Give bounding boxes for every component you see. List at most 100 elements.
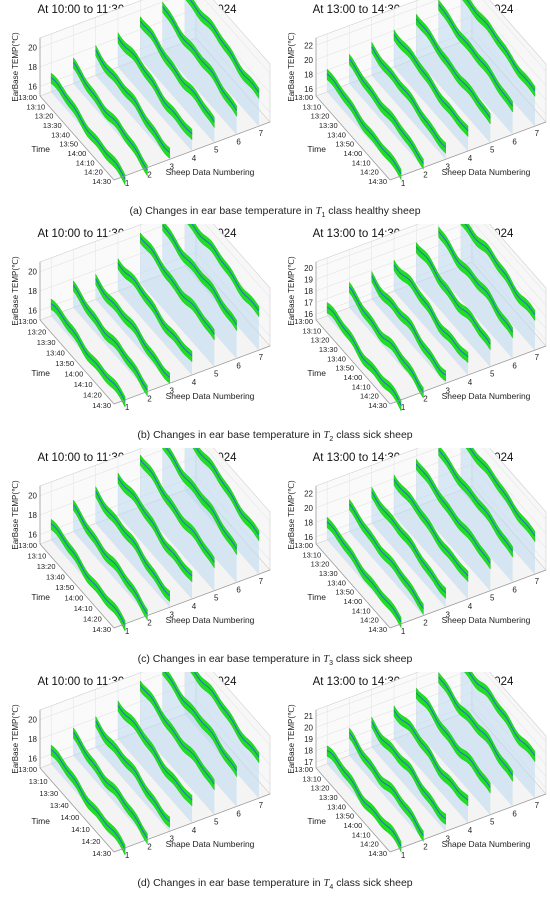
sheep-axis-title: Shape Data Numbering [442,839,531,849]
series-curtain [460,672,535,799]
time-tick-label: 13:00 [294,541,313,550]
caption-d: (d) Changes in ear base temperature in T… [137,877,413,892]
time-tick-label: 13:20 [311,112,330,121]
z-axis-title: EarBase TEMP(℃) [11,256,20,326]
time-tick-label: 13:20 [27,328,46,337]
series-curtain [438,455,513,583]
time-tick-label: 14:00 [64,594,83,603]
series-band [438,448,513,558]
z-tick-label: 16 [304,533,313,542]
sheep-series-5 [415,13,491,143]
series-curtain [162,12,237,135]
series-line [139,459,215,563]
time-tick-label: 14:10 [352,606,371,615]
time-tick-label: 14:20 [84,168,103,177]
time-tick-label: 14:10 [74,380,93,389]
sheep-axis-line [389,121,547,181]
sheep-tick-label: 6 [236,809,241,818]
sheep-tick-label: 1 [125,627,130,636]
time-tick-label: 14:00 [344,821,363,830]
sheep-tick-label: 5 [214,146,219,155]
z-tick-label: 19 [304,275,313,284]
series-curtain [162,230,237,359]
series-line [348,286,424,393]
series-line [95,49,171,153]
sheep-series-6 [438,226,514,359]
time-tick-label: 13:00 [294,765,313,774]
z-tick-label: 18 [304,287,313,296]
grid-line [438,274,513,359]
series-band [460,224,536,322]
series-line [162,224,238,326]
series-band [95,486,170,602]
series-line [326,306,402,406]
series-curtain [184,224,259,351]
series-line [189,0,260,94]
time-tick-label: 14:20 [83,391,102,400]
sheep-tick-label: 3 [445,162,450,171]
sheep-tick-label: 6 [512,137,517,146]
time-tick-label: 13:30 [319,121,338,130]
time-axis-line [39,319,115,405]
series-line [469,448,536,537]
sheep-tick-label: 7 [535,129,540,138]
sheep-tick-label: 7 [535,801,540,810]
z-tick-label: 20 [28,268,37,277]
panel-a-left: At 10:00 to 11:30 on February 11, 2024 1… [2,0,272,204]
series-curtain [460,224,535,351]
sheep-series-1 [326,516,402,629]
sheep-tick-label: 1 [125,403,130,412]
grid-line [482,0,547,72]
sheep-tick-label: 3 [445,610,450,619]
row-d: At 10:00 to 11:30 on February 11, 2024 1… [0,672,550,896]
series-line [72,62,148,171]
z-tick-label: 22 [304,41,313,50]
sheep-series-3 [371,717,447,832]
sheep-tick-label: 2 [423,619,428,628]
series-line [139,237,215,335]
sheep-series-1 [326,745,402,853]
panel-d-right: At 13:00 to 14:30 on February 14, 2024 1… [278,672,548,876]
series-curtain [184,448,259,575]
time-tick-label: 14:10 [352,382,371,391]
sheep-tick-label: 4 [192,378,197,387]
series-band [50,744,126,856]
sheep-axis-line [389,793,547,853]
series-line [139,20,215,123]
sheep-series-4 [393,474,469,599]
series-line [438,231,514,333]
time-tick-label: 14:10 [352,830,371,839]
series-line [415,18,491,119]
time-tick-label: 14:30 [368,849,387,858]
time-axis-title: Time [31,816,50,826]
sheep-series-5 [139,680,215,815]
z-tick-label: 18 [28,287,37,296]
series-band [326,68,402,181]
time-tick-label: 14:20 [83,615,102,624]
series-band [438,0,513,113]
sheep-tick-label: 4 [192,602,197,611]
panel-c-right: At 13:00 to 14:30 on February 14, 2024 1… [278,448,548,652]
sheep-series-3 [95,45,171,160]
time-axis-line [315,543,391,629]
sheep-series-5 [415,687,491,815]
series-band [140,232,215,341]
sheep-tick-label: 7 [259,353,264,362]
sheep-series-4 [117,700,193,823]
time-tick-label: 13:10 [27,552,46,561]
time-axis-title: Time [31,368,50,378]
z-axis-title: EarBase TEMP(℃) [287,480,296,550]
sheep-series-5 [415,458,491,591]
time-tick-label: 14:30 [92,401,111,410]
series-curtain [118,269,192,375]
sheep-series-5 [139,232,215,367]
sheep-tick-label: 3 [169,834,174,843]
series-curtain [140,691,215,815]
grid-line [484,672,547,742]
series-band [192,448,260,542]
sheep-series-1 [326,302,402,412]
series-band [416,687,491,794]
